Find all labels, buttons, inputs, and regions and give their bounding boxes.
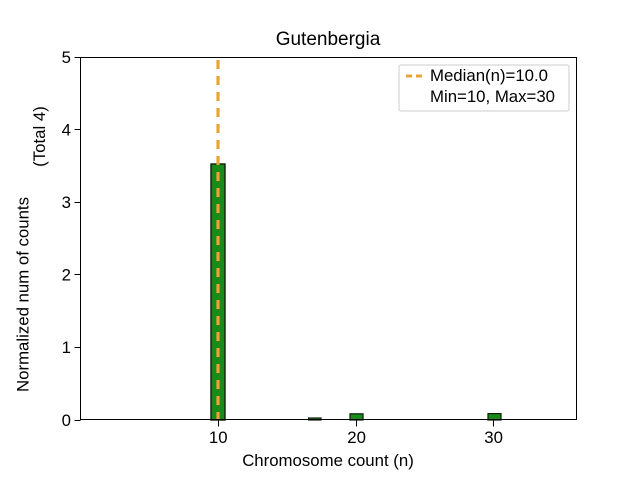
svg-text:3: 3 (62, 193, 71, 212)
svg-text:Min=10, Max=30: Min=10, Max=30 (430, 87, 555, 106)
svg-text:30: 30 (484, 428, 503, 447)
svg-text:5: 5 (62, 48, 71, 67)
svg-text:0: 0 (62, 411, 71, 430)
svg-text:Median(n)=10.0: Median(n)=10.0 (430, 66, 548, 85)
svg-text:Gutenbergia: Gutenbergia (276, 29, 381, 50)
svg-text:1: 1 (62, 338, 71, 357)
svg-text:20: 20 (347, 428, 366, 447)
svg-text:Normalized num of counts: Normalized num of counts (14, 197, 33, 392)
svg-text:2: 2 (62, 266, 71, 285)
svg-text:10: 10 (209, 428, 228, 447)
svg-text:(Total 4): (Total 4) (30, 106, 49, 167)
svg-text:4: 4 (62, 121, 71, 140)
svg-text:Chromosome count (n): Chromosome count (n) (242, 451, 414, 470)
